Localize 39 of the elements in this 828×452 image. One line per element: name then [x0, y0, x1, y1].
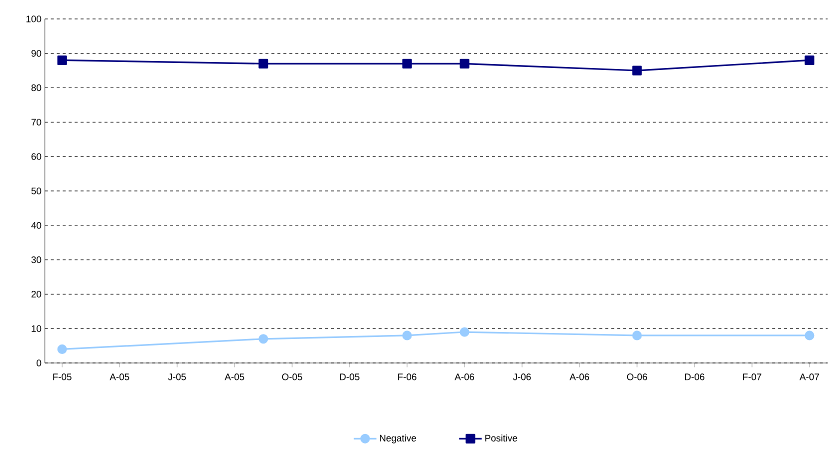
y-tick-label: 90 — [31, 50, 42, 57]
point — [632, 330, 642, 340]
y-tick-label: 70 — [32, 118, 42, 126]
point — [402, 330, 412, 340]
point — [804, 56, 814, 66]
legend-label: Negative — [380, 434, 416, 444]
x-tick-label: A-05 — [224, 374, 244, 380]
point — [258, 59, 268, 69]
y-tick-label: 30 — [31, 256, 42, 264]
x-tick-label: D-05 — [340, 374, 360, 380]
point — [57, 56, 67, 66]
x-tick-label: A-05 — [110, 374, 130, 380]
y-tick-label: 40 — [31, 222, 42, 229]
x-tick-label: D-06 — [685, 374, 704, 380]
x-tick-label: F-07 — [743, 374, 762, 380]
point — [258, 334, 268, 344]
x-tick-label: A-06 — [454, 374, 474, 380]
y-tick-label: 10 — [32, 325, 42, 332]
y-tick-label: 80 — [31, 84, 42, 92]
legend-label: Positive — [485, 434, 518, 442]
x-tick-label: F-06 — [398, 374, 416, 380]
point — [460, 59, 470, 69]
point — [402, 59, 412, 69]
x-tick-label: J-06 — [513, 374, 531, 380]
x-tick-label: O-05 — [282, 374, 302, 380]
point — [460, 327, 470, 337]
x-tick-label: J-05 — [168, 374, 186, 380]
y-tick-label: 50 — [31, 188, 42, 194]
y-tick-label: 100 — [26, 16, 42, 22]
point — [57, 344, 67, 354]
x-tick-label: A-07 — [800, 374, 819, 380]
point — [804, 330, 814, 340]
y-tick-label: 0 — [36, 360, 42, 366]
x-tick-label: O-06 — [626, 374, 648, 380]
point — [632, 66, 642, 76]
x-tick-label: F-05 — [53, 374, 72, 380]
x-tick-label: A-06 — [570, 374, 590, 380]
y-tick-label: 60 — [32, 153, 42, 160]
y-tick-label: 20 — [32, 290, 42, 298]
